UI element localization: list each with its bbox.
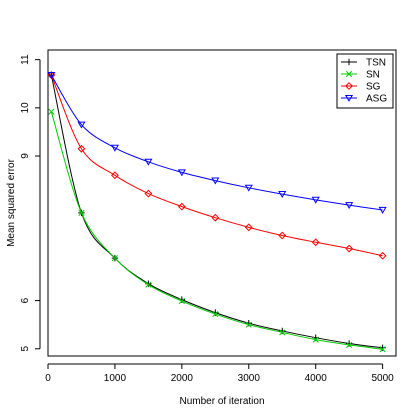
x-tick-label: 1000 (104, 373, 127, 384)
data-point (77, 121, 86, 129)
legend-box (336, 53, 394, 109)
series-line-sg (50, 74, 383, 257)
data-point (144, 189, 153, 198)
data-point (311, 238, 320, 247)
legend-label: ASG (366, 94, 387, 105)
data-point (77, 144, 86, 153)
data-point (211, 177, 220, 185)
x-tick-label: 5000 (371, 373, 394, 384)
data-point (311, 196, 320, 204)
y-tick-label: 6 (20, 297, 31, 303)
x-axis: 0 1000 2000 3000 4000 5000 (45, 363, 394, 384)
x-axis-title: Number of iteration (179, 396, 264, 407)
x-tick-label: 2000 (171, 373, 194, 384)
data-point (379, 346, 386, 353)
data-point (145, 281, 152, 288)
data-point (212, 311, 219, 318)
legend-marker (345, 82, 353, 90)
data-point (378, 206, 387, 214)
y-axis-title: Mean squared error (6, 158, 17, 246)
legend-marker (344, 94, 354, 102)
data-point (111, 255, 118, 262)
data-point (345, 244, 354, 253)
series-tsn (48, 71, 386, 352)
data-point (111, 171, 119, 180)
data-point (47, 71, 56, 79)
data-point (378, 251, 387, 260)
x-tick-label: 3000 (238, 373, 261, 384)
data-point (244, 223, 253, 232)
series-line-tsn (50, 74, 383, 349)
series-sg (47, 71, 387, 260)
series-sn (48, 108, 386, 353)
data-point (177, 202, 186, 211)
legend-marker (345, 58, 353, 66)
series-line-asg (50, 74, 383, 211)
y-tick-label: 5 (20, 346, 31, 352)
y-tick-label: 11 (20, 54, 31, 65)
legend-label: SG (366, 82, 381, 93)
data-point (278, 191, 287, 198)
series-asg (47, 71, 387, 214)
data-point (211, 213, 220, 222)
data-point (312, 336, 319, 343)
data-point (78, 209, 85, 216)
series-line-sn (50, 111, 383, 350)
data-point (48, 108, 55, 115)
data-point (110, 144, 119, 152)
y-tick-label: 9 (20, 153, 31, 159)
data-point (244, 184, 253, 192)
data-point (345, 202, 354, 210)
x-tick-label: 4000 (305, 373, 328, 384)
legend-marker (345, 70, 353, 78)
data-point (279, 329, 286, 336)
plot-frame (47, 49, 397, 357)
data-point (379, 344, 386, 352)
data-point (346, 341, 353, 348)
data-point (278, 231, 287, 240)
x-tick-label: 0 (45, 373, 51, 384)
series-layer (47, 71, 387, 353)
data-point (178, 297, 185, 305)
legend-label: SN (366, 70, 380, 81)
y-axis: 5 6 9 10 11 (20, 54, 41, 352)
data-point (245, 321, 252, 328)
legend-label: TSN (366, 58, 386, 69)
y-tick-label: 10 (20, 102, 31, 114)
data-point (177, 169, 186, 177)
data-point (144, 158, 153, 166)
